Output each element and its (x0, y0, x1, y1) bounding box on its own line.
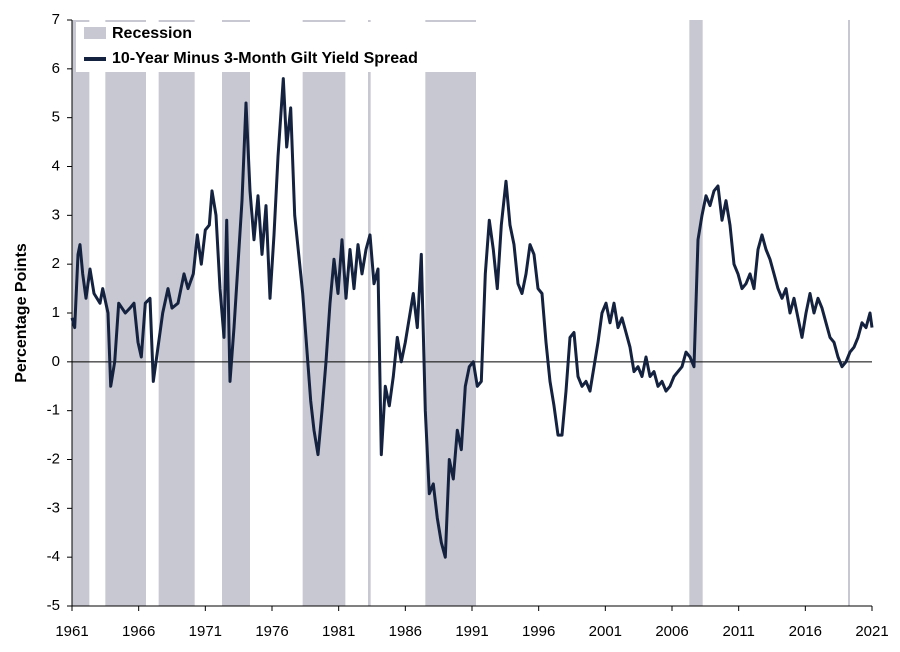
recession-band (158, 20, 195, 606)
y-tick-label: -5 (47, 597, 60, 614)
x-tick-label: 2006 (655, 623, 688, 640)
y-tick-label: -3 (47, 499, 60, 516)
legend-label: Recession (112, 25, 192, 42)
legend-label: 10-Year Minus 3-Month Gilt Yield Spread (112, 50, 418, 67)
x-tick-label: 1986 (389, 623, 422, 640)
x-tick-label: 1996 (522, 623, 555, 640)
x-tick-label: 1971 (189, 623, 222, 640)
y-tick-label: 3 (52, 206, 60, 223)
x-tick-label: 2021 (855, 623, 888, 640)
y-tick-label: 2 (52, 255, 60, 272)
recession-band (425, 20, 476, 606)
x-tick-label: 1981 (322, 623, 355, 640)
x-tick-label: 2016 (789, 623, 822, 640)
y-tick-label: 6 (52, 60, 60, 77)
legend-box (76, 22, 501, 72)
y-tick-label: -4 (47, 548, 60, 565)
y-tick-label: 1 (52, 304, 60, 321)
y-tick-label: -1 (47, 402, 60, 419)
recession-band (72, 20, 90, 606)
x-tick-label: 1966 (122, 623, 155, 640)
x-tick-label: 2011 (723, 623, 755, 640)
x-tick-label: 1961 (55, 623, 88, 640)
x-tick-label: 1976 (255, 623, 288, 640)
y-axis-label: Percentage Points (13, 243, 30, 383)
x-tick-label: 2001 (589, 623, 622, 640)
spread-line (70, 77, 874, 559)
x-tick-label: 1991 (455, 623, 488, 640)
y-tick-label: 0 (52, 353, 60, 370)
y-tick-label: 7 (52, 11, 60, 28)
recession-band (302, 20, 346, 606)
y-tick-label: 4 (52, 157, 60, 174)
legend-swatch (84, 27, 106, 39)
recession-band (848, 20, 850, 606)
recession-band (368, 20, 371, 606)
y-tick-label: 5 (52, 109, 60, 126)
y-tick-label: -2 (47, 450, 60, 467)
